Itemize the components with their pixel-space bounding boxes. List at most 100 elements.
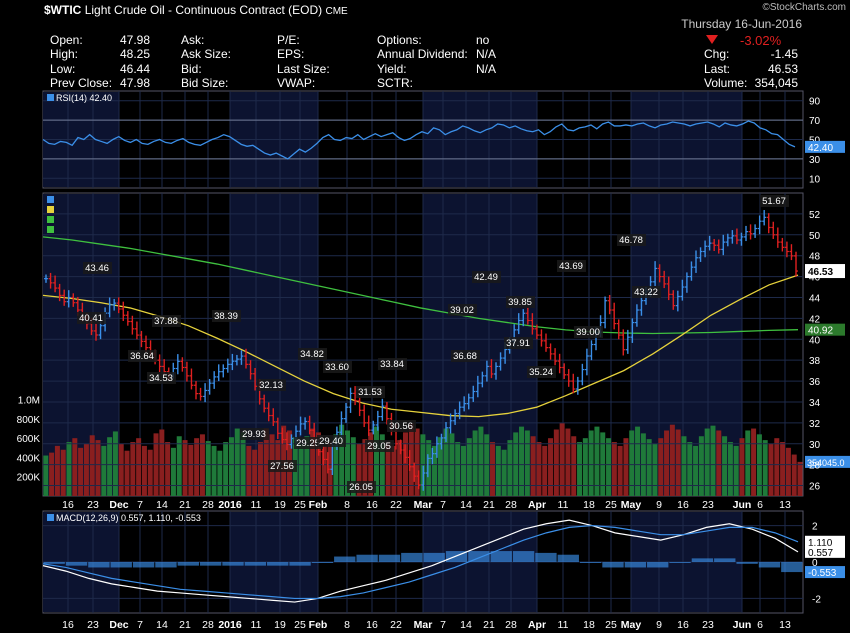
x-axis-label: 11: [558, 619, 569, 631]
price-tick-label: 50: [809, 231, 821, 242]
volume-bar: [664, 430, 670, 496]
price-annotation: 43.46: [85, 263, 109, 274]
price-legend-swatch: [47, 206, 54, 213]
volume-bar: [698, 436, 704, 496]
price-annotation-bg: [317, 435, 346, 447]
price-annotation-bg: [527, 366, 556, 378]
price-annotation: 30.56: [389, 421, 413, 432]
quote-label: Ask:: [181, 33, 205, 47]
quote-value: 47.98: [120, 33, 151, 47]
volume-bar: [78, 447, 84, 496]
macd-histogram-bar: [334, 556, 356, 562]
volume-bar: [437, 437, 443, 496]
quote-label: Yield:: [377, 62, 407, 76]
quote-label: VWAP:: [277, 76, 316, 90]
volume-bar: [112, 431, 118, 496]
price-annotation-bg: [617, 234, 646, 246]
quote-label: SCTR:: [377, 76, 413, 90]
volume-bar: [536, 442, 542, 496]
volume-bar: [379, 434, 385, 496]
volume-bar: [159, 429, 165, 496]
volume-bar: [147, 449, 153, 496]
volume-bar: [652, 443, 658, 496]
price-annotation: 39.00: [576, 327, 600, 338]
volume-bar: [722, 436, 728, 496]
price-tick-label: 40: [809, 335, 821, 346]
price-annotation: 34.53: [149, 373, 173, 384]
x-axis-label: 28: [202, 619, 214, 631]
quote-label: Ask Size:: [181, 47, 232, 61]
ma200-last-value: 40.92: [808, 326, 833, 337]
macd-signal-line: [42, 524, 799, 600]
macd-histogram-bar: [669, 562, 691, 563]
chart-title: $WTIC Light Crude Oil - Continuous Contr…: [44, 3, 348, 17]
price-annotation: 37.88: [154, 316, 178, 327]
macd-last-tag: [805, 535, 845, 548]
price-annotation-bg: [323, 361, 352, 373]
volume-bar: [176, 436, 182, 496]
volume-bar: [762, 440, 768, 496]
volume-bar: [727, 442, 733, 496]
x-axis-label: 23: [702, 499, 714, 511]
volume-bar: [362, 439, 368, 496]
x-axis-label: 11: [558, 499, 569, 511]
x-axis-label: Apr: [528, 499, 546, 511]
volume-bar: [228, 437, 234, 496]
macd-histogram-bar: [691, 558, 714, 562]
volume-bar: [414, 428, 420, 496]
price-tick-label: 30: [809, 440, 821, 451]
volume-bar: [606, 438, 612, 496]
quote-label: Bid:: [181, 62, 202, 76]
x-axis-label: Mar: [414, 499, 433, 511]
macd-histogram-bar: [445, 551, 468, 562]
x-axis-label: 25: [605, 499, 617, 511]
macd-histogram-bar: [512, 551, 535, 562]
volume-bar: [333, 434, 339, 496]
x-axis-label: 18: [583, 619, 595, 631]
price-annotation: 26.05: [349, 482, 373, 493]
macd-tick-label: 2: [812, 522, 818, 533]
volume-bar: [182, 440, 188, 496]
volume-bar: [774, 438, 780, 496]
quote-label: Bid Size:: [181, 76, 229, 90]
x-axis-label: 6: [757, 499, 763, 511]
x-axis-label: Feb: [309, 499, 328, 511]
volume-bar: [785, 447, 791, 496]
security-name: Light Crude Oil - Continuous Contract (E…: [84, 3, 323, 17]
price-annotation: 42.49: [474, 272, 498, 283]
price-tick-label: 42: [809, 314, 821, 325]
volume-bar: [733, 445, 739, 496]
x-axis-label: 8: [344, 499, 350, 511]
price-annotation: 29.93: [242, 429, 266, 440]
price-tick-label: 32: [809, 419, 821, 430]
macd-histogram-bar: [714, 558, 736, 562]
x-axis-label: 6: [757, 619, 763, 631]
rsi-legend: RSI(14) 42.40: [56, 93, 112, 103]
volume-bar: [704, 428, 710, 496]
x-axis-label: 25: [294, 619, 306, 631]
quote-value: 354,045: [754, 76, 798, 90]
volume-bar: [478, 426, 484, 496]
price-annotation: 29.25: [296, 438, 320, 449]
macd-histogram-bar: [88, 562, 110, 568]
volume-bar: [205, 441, 211, 496]
x-axis-label: May: [621, 619, 642, 631]
volume-bar: [443, 428, 449, 496]
x-axis-label: 21: [179, 499, 191, 511]
x-axis-label: 19: [274, 499, 286, 511]
volume-bar: [373, 426, 379, 496]
symbol: $WTIC: [44, 3, 82, 17]
rsi-tick-label: 70: [809, 116, 821, 127]
price-annotation: 29.40: [319, 436, 343, 447]
x-axis-label: 14: [156, 499, 168, 511]
quote-value: 47.98: [120, 76, 151, 90]
x-axis-label: Dec: [109, 619, 128, 631]
volume-bar: [507, 440, 513, 496]
price-annotation-bg: [298, 348, 327, 360]
volume-bar: [49, 452, 55, 496]
price-annotation: 33.84: [380, 359, 404, 370]
price-annotation-bg: [128, 350, 157, 362]
volume-bar: [95, 440, 101, 496]
volume-bar: [263, 428, 269, 496]
